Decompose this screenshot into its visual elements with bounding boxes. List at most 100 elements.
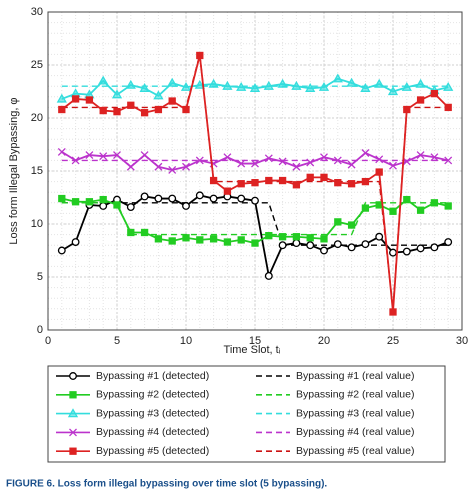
x-tick-label: 15 <box>249 335 261 347</box>
y-tick-label: 15 <box>31 165 43 177</box>
marker <box>389 248 397 257</box>
marker <box>56 93 67 103</box>
marker <box>430 243 439 252</box>
marker <box>71 198 80 206</box>
marker <box>444 238 453 246</box>
legend-marker <box>69 391 77 399</box>
marker <box>444 156 453 165</box>
marker <box>126 162 135 171</box>
marker <box>305 83 316 92</box>
marker <box>416 151 425 160</box>
marker <box>333 156 342 165</box>
marker <box>292 181 301 189</box>
marker <box>182 162 190 171</box>
marker <box>306 158 315 167</box>
marker <box>402 247 411 256</box>
x-tick-label: 20 <box>318 335 330 347</box>
marker <box>237 159 246 168</box>
marker <box>263 80 274 90</box>
legend-box <box>47 365 446 463</box>
marker <box>416 244 425 253</box>
marker <box>361 204 370 212</box>
marker <box>182 105 190 114</box>
marker <box>99 202 108 210</box>
marker <box>125 79 136 89</box>
marker <box>168 97 176 105</box>
marker <box>222 80 233 90</box>
marker <box>194 79 205 89</box>
marker <box>99 106 107 115</box>
marker <box>127 228 135 237</box>
marker <box>57 147 66 156</box>
marker <box>85 151 94 160</box>
marker <box>154 162 163 171</box>
marker <box>180 81 192 91</box>
marker <box>223 153 232 162</box>
marker <box>196 236 204 244</box>
legend-label: Bypassing #4 (detected) <box>96 426 209 438</box>
marker <box>57 246 66 255</box>
marker <box>320 153 328 162</box>
marker <box>140 228 149 237</box>
y-tick-label: 25 <box>31 59 43 71</box>
marker <box>251 159 259 168</box>
legend-marker <box>69 428 77 437</box>
marker <box>320 173 328 182</box>
marker <box>71 238 80 246</box>
marker <box>58 194 66 203</box>
marker <box>375 155 384 164</box>
marker <box>140 192 149 201</box>
marker <box>209 235 218 243</box>
marker <box>127 101 135 109</box>
marker <box>278 233 287 241</box>
marker <box>85 198 94 206</box>
marker <box>306 234 314 242</box>
marker <box>195 191 204 200</box>
marker <box>168 194 177 203</box>
marker <box>443 81 454 91</box>
x-tick-label: 10 <box>180 335 192 347</box>
y-tick-label: 20 <box>31 112 43 124</box>
marker <box>195 156 204 165</box>
marker <box>360 83 371 92</box>
marker <box>236 81 247 91</box>
marker <box>430 89 439 98</box>
legend-marker <box>69 447 77 455</box>
x-tick-label: 5 <box>114 335 120 347</box>
marker <box>251 239 259 247</box>
x-tick-label: 25 <box>387 335 399 347</box>
caption: FIGURE 6. Loss form illegal bypassing ov… <box>6 479 327 490</box>
series-line <box>61 202 449 236</box>
plot-frame <box>47 11 463 331</box>
y-tick-label: 10 <box>31 218 43 230</box>
legend-label: Bypassing #2 (detected) <box>96 389 209 401</box>
marker <box>223 187 232 195</box>
marker <box>292 239 301 248</box>
marker <box>291 80 302 90</box>
marker <box>278 241 287 250</box>
marker <box>444 202 452 210</box>
marker <box>251 196 259 205</box>
marker <box>361 177 370 186</box>
marker <box>126 203 135 211</box>
marker <box>444 103 452 112</box>
marker <box>71 95 80 103</box>
marker <box>347 243 356 252</box>
marker <box>154 235 163 243</box>
x-axis-label: Time Slot, tᵢ <box>224 344 281 356</box>
marker <box>375 168 383 176</box>
marker <box>416 206 425 214</box>
marker <box>334 179 342 187</box>
marker <box>209 176 218 185</box>
marker <box>113 201 121 209</box>
marker <box>223 238 232 246</box>
marker <box>320 235 328 243</box>
marker <box>85 96 94 104</box>
marker <box>334 218 342 226</box>
legend-marker <box>69 372 77 380</box>
marker <box>196 51 204 60</box>
legend-label: Bypassing #1 (detected) <box>96 370 209 382</box>
marker <box>237 194 246 203</box>
marker <box>99 152 108 161</box>
